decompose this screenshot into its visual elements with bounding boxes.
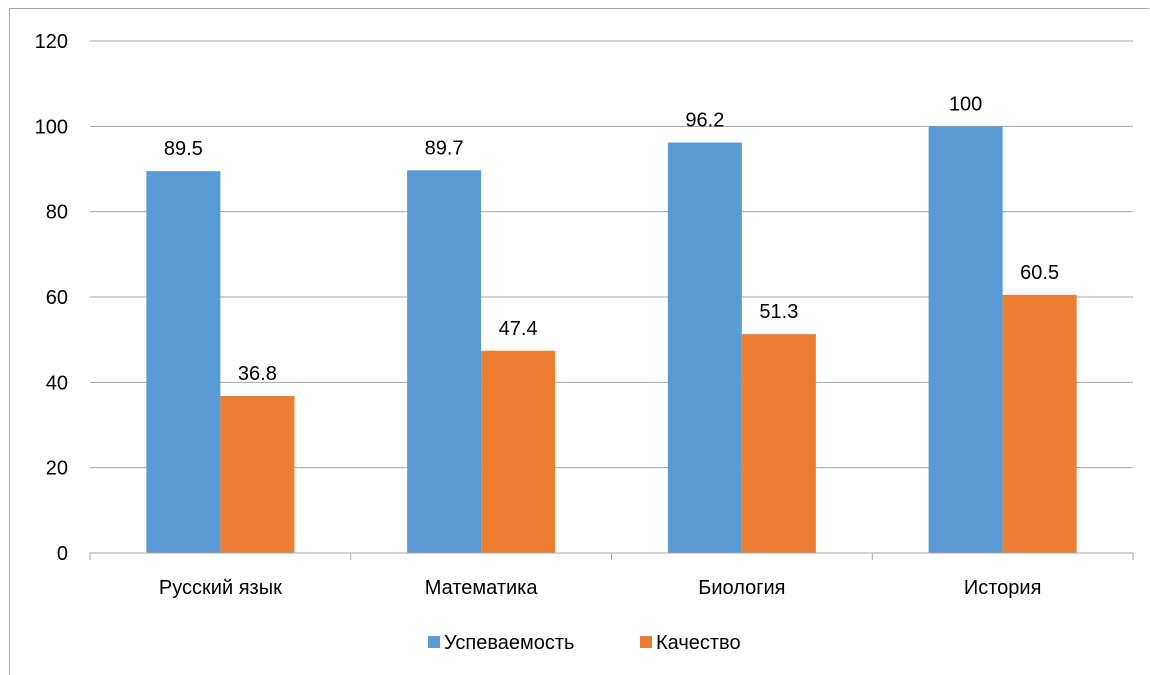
legend-swatch xyxy=(428,636,440,648)
legend-label: Качество xyxy=(656,632,741,654)
legend-swatch xyxy=(640,636,652,648)
category-label: История xyxy=(964,577,1042,599)
category-label: Биология xyxy=(698,577,785,599)
bar xyxy=(1002,294,1077,553)
y-tick-label: 0 xyxy=(57,543,68,565)
data-label: 60.5 xyxy=(1020,262,1059,284)
y-tick-label: 20 xyxy=(46,458,68,480)
legend: Успеваемость Качество xyxy=(428,632,741,654)
y-tick-label: 80 xyxy=(46,202,68,224)
y-tick-label: 100 xyxy=(35,116,68,138)
axes xyxy=(89,552,1134,560)
bar xyxy=(146,171,221,553)
data-label: 36.8 xyxy=(238,363,277,385)
data-label: 96.2 xyxy=(685,110,724,132)
category-label: Русский язык xyxy=(159,577,282,599)
category-label: Математика xyxy=(425,577,539,599)
data-label: 47.4 xyxy=(499,318,538,340)
data-label: 51.3 xyxy=(759,301,798,323)
y-tick-label: 120 xyxy=(35,31,68,53)
bars xyxy=(146,126,1077,553)
bar xyxy=(481,350,556,553)
y-tick-label: 60 xyxy=(46,287,68,309)
data-label: 89.7 xyxy=(425,137,464,159)
data-label: 89.5 xyxy=(164,138,203,160)
legend-label: Успеваемость xyxy=(444,632,574,654)
bar xyxy=(220,395,295,553)
bar xyxy=(407,170,482,553)
data-label: 100 xyxy=(949,93,982,115)
labels: 0 20 40 60 80 100 120 89.5 36.8 Русский язык 89.7 4… xyxy=(35,31,1059,599)
bar xyxy=(667,142,742,553)
y-tick-label: 40 xyxy=(46,372,68,394)
bar xyxy=(928,126,1003,553)
bar xyxy=(741,334,816,553)
